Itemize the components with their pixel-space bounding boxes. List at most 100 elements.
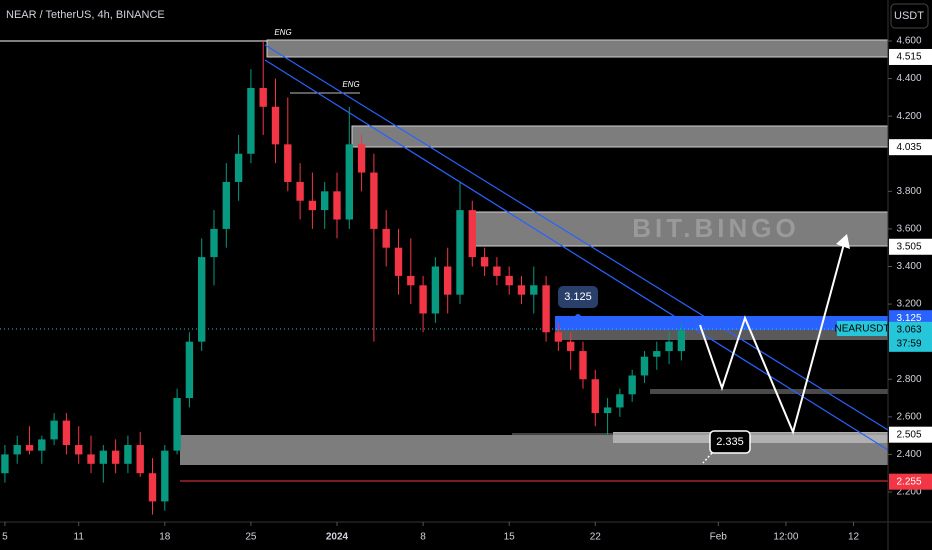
candle-body (640, 356, 649, 376)
candle-body (480, 257, 489, 267)
symbol-tag (837, 321, 887, 336)
watermark: BIT.BINGO (632, 213, 799, 243)
candle-body (665, 341, 673, 352)
candle-body (296, 181, 304, 201)
y-tick-label: 3.200 (896, 299, 921, 310)
candle-body (530, 285, 538, 295)
annotation: 3.125 (564, 291, 592, 303)
candle-body (1, 454, 9, 474)
y-tick-label: 3.400 (896, 261, 921, 272)
candle-body (591, 379, 599, 414)
x-tick-label: 25 (245, 532, 257, 543)
y-tick-label: 2.800 (896, 374, 921, 385)
y-tick-label: 3.800 (896, 186, 921, 197)
zone (266, 39, 889, 58)
candle-body (677, 330, 686, 352)
y-tick-label: 3.600 (896, 224, 921, 235)
candle-body (333, 191, 341, 220)
projection (699, 239, 846, 436)
trend-line (264, 59, 889, 451)
candle-body (185, 341, 194, 399)
trend-line (264, 44, 889, 431)
zone (555, 316, 888, 330)
candle-body (161, 450, 169, 502)
candle-body (75, 445, 83, 455)
candle-body (247, 87, 255, 154)
candle-body (653, 351, 661, 357)
zone (351, 125, 889, 148)
price-label-box (889, 473, 932, 490)
candle-body (13, 445, 21, 455)
candle-body (210, 228, 218, 258)
annotation: ENG (274, 28, 291, 37)
x-tick-label: 18 (159, 532, 171, 543)
candle-body (616, 394, 624, 408)
x-tick-label: 22 (590, 532, 602, 543)
price-label-box (889, 48, 932, 65)
price-label-box (889, 139, 932, 156)
zone (555, 330, 888, 340)
candle-body (284, 144, 292, 182)
price-label: 3.125 (896, 313, 921, 324)
candle-body (357, 144, 366, 173)
candle-body (124, 445, 132, 464)
annotation: ENG (342, 80, 359, 89)
candle-body (431, 266, 440, 314)
candle-body (382, 228, 390, 248)
candle-body (87, 454, 95, 464)
price-label: 3.505 (896, 241, 921, 252)
current-price-box (889, 321, 932, 352)
callout (709, 430, 751, 454)
candle-body (308, 200, 317, 211)
candle-body (493, 266, 501, 276)
y-tick-label: 4.200 (896, 111, 921, 122)
candle-body (345, 144, 353, 220)
y-tick-label: 4.600 (896, 36, 921, 47)
x-tick-label: 11 (74, 532, 85, 543)
candle-body (321, 191, 329, 211)
candle-body (444, 266, 452, 295)
candle-body (554, 332, 563, 342)
price-label: 4.035 (896, 142, 921, 153)
arrow-head (836, 234, 850, 249)
candle-body (62, 420, 71, 446)
candle-body (148, 473, 157, 502)
candle-body (111, 450, 120, 464)
y-tick-label: 2.600 (896, 411, 921, 422)
currency-button[interactable] (890, 3, 929, 29)
price-label-box (889, 238, 932, 255)
candle-body (603, 407, 612, 414)
x-tick-label: 12:00 (773, 532, 798, 543)
candle-body (271, 106, 280, 145)
callout-dot (575, 314, 581, 320)
candle-body (517, 285, 526, 295)
current-price: 3.063 (896, 324, 921, 335)
x-tick-label: Feb (710, 532, 728, 543)
currency[interactable]: USDT (894, 10, 924, 22)
candles (1, 41, 686, 515)
candle-body (50, 420, 58, 440)
price-label: 2.505 (896, 429, 921, 440)
x-tick-label: 2024 (326, 532, 349, 543)
candle-body (456, 210, 464, 295)
candle-body (259, 87, 267, 107)
candle-body (407, 275, 415, 286)
candle-body (173, 398, 181, 451)
callout (558, 286, 598, 308)
candle-body (222, 181, 230, 229)
x-tick-label: 12 (848, 532, 860, 543)
x-tick-label: 8 (420, 532, 426, 543)
candle-body (38, 439, 46, 451)
candle-body (25, 445, 34, 451)
symbol: NEARUSDT (834, 324, 889, 335)
price-label-box (889, 426, 932, 443)
candle-body (566, 341, 575, 352)
annotation: 2.335 (716, 436, 744, 448)
candle-body (370, 172, 378, 229)
candle-body (394, 247, 403, 276)
candle-body (198, 257, 206, 342)
candle-body (628, 375, 636, 395)
candle-body (542, 285, 550, 333)
candle-body (505, 275, 513, 286)
